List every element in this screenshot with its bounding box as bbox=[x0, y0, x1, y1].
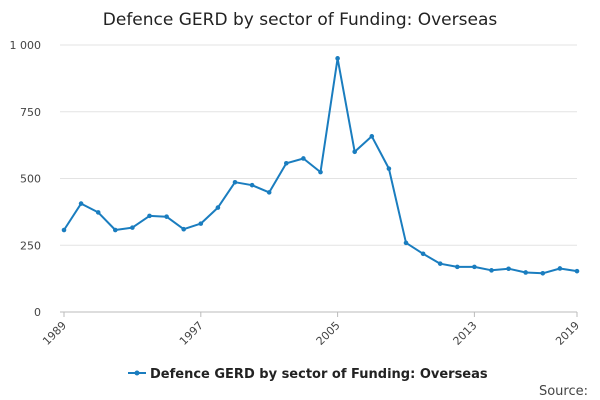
data-point[interactable] bbox=[284, 160, 289, 166]
data-point[interactable] bbox=[232, 179, 238, 185]
legend-label: Defence GERD by sector of Funding: Overs… bbox=[150, 367, 488, 382]
legend[interactable]: Defence GERD by sector of Funding: Overs… bbox=[128, 367, 488, 382]
x-tick-label: 2019 bbox=[553, 319, 582, 348]
gridlines bbox=[60, 44, 577, 313]
x-tick-label: 1989 bbox=[40, 319, 69, 348]
y-tick-label: 1 000 bbox=[10, 39, 42, 52]
data-point[interactable] bbox=[249, 182, 255, 188]
data-point[interactable] bbox=[557, 266, 563, 271]
data-point[interactable] bbox=[130, 225, 135, 230]
x-tick-label: 1997 bbox=[177, 319, 206, 348]
source-label: Source: bbox=[539, 384, 588, 399]
chart-title: Defence GERD by sector of Funding: Overs… bbox=[103, 10, 498, 30]
y-tick-label: 250 bbox=[20, 239, 41, 252]
data-point[interactable] bbox=[437, 261, 443, 266]
data-point[interactable] bbox=[369, 134, 375, 139]
data-point[interactable] bbox=[215, 205, 221, 210]
data-point[interactable] bbox=[95, 210, 101, 215]
data-point[interactable] bbox=[472, 264, 477, 270]
data-point[interactable] bbox=[301, 156, 306, 161]
data-point[interactable] bbox=[420, 251, 426, 257]
data-point[interactable] bbox=[61, 227, 67, 233]
data-point[interactable] bbox=[540, 270, 546, 276]
data-point[interactable] bbox=[523, 270, 528, 275]
series-group bbox=[61, 56, 580, 276]
data-point[interactable] bbox=[181, 226, 186, 232]
data-point[interactable] bbox=[455, 264, 460, 270]
data-point[interactable] bbox=[489, 268, 494, 273]
x-axis: 1989 1997 2005 2013 2019 bbox=[40, 312, 582, 348]
y-tick-label: 0 bbox=[34, 306, 41, 319]
x-tick-label: 2013 bbox=[451, 319, 480, 348]
y-axis: 0 250 500 750 1 000 bbox=[10, 39, 42, 319]
data-point[interactable] bbox=[335, 56, 340, 61]
data-point[interactable] bbox=[266, 190, 272, 195]
data-point[interactable] bbox=[164, 214, 169, 219]
data-point[interactable] bbox=[506, 266, 511, 272]
data-point[interactable] bbox=[198, 221, 204, 226]
data-point[interactable] bbox=[113, 227, 118, 233]
data-point[interactable] bbox=[318, 169, 323, 175]
series-line bbox=[63, 57, 578, 275]
data-point[interactable] bbox=[147, 213, 152, 219]
legend-swatch-marker bbox=[134, 370, 140, 376]
y-tick-label: 500 bbox=[20, 173, 41, 186]
data-point[interactable] bbox=[386, 166, 392, 171]
data-point[interactable] bbox=[574, 268, 580, 274]
x-tick-label: 2005 bbox=[314, 319, 343, 348]
data-point[interactable] bbox=[352, 149, 358, 155]
data-point[interactable] bbox=[78, 201, 84, 206]
y-tick-label: 750 bbox=[20, 106, 41, 119]
data-point[interactable] bbox=[403, 240, 409, 246]
